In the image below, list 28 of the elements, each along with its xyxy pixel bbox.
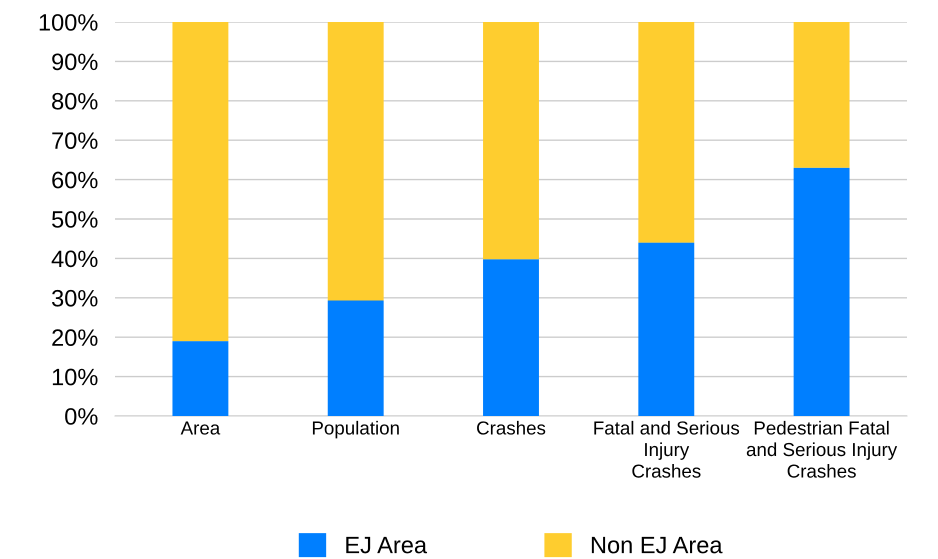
bar	[172, 341, 228, 416]
bar	[328, 300, 384, 416]
y-tick-label: 0%	[65, 408, 98, 425]
y-tick-label: 10%	[52, 368, 98, 386]
bar	[483, 259, 539, 416]
x-tick-label: Fatal and Serious Injury Crashes	[594, 420, 740, 478]
y-tick-label: 50%	[52, 211, 98, 228]
bar	[794, 22, 850, 168]
y-tick-label: 30%	[52, 290, 98, 307]
y-tick-label: 60%	[52, 172, 98, 188]
x-tick-label: Population	[312, 420, 399, 438]
legend-label: Non EJ Area	[592, 536, 723, 554]
y-tick-label: 90%	[52, 53, 98, 70]
y-tick-label: 40%	[52, 250, 98, 268]
y-tick-label: 100%	[40, 14, 98, 31]
bar	[638, 242, 694, 416]
bar	[794, 168, 850, 416]
legend-label: EJ Area	[346, 536, 428, 554]
bar	[328, 22, 384, 301]
x-tick-label: Area	[180, 422, 220, 435]
bar	[172, 22, 228, 342]
y-tick-label: 20%	[52, 329, 98, 346]
y-tick-label: 80%	[52, 92, 98, 110]
y-tick-label: 70%	[52, 132, 98, 149]
bar	[638, 22, 694, 243]
bar	[483, 22, 539, 260]
x-tick-label: Crashes	[477, 420, 546, 435]
x-tick-label: Pedestrian Fatal and Serious Injury Crashes	[746, 420, 898, 478]
